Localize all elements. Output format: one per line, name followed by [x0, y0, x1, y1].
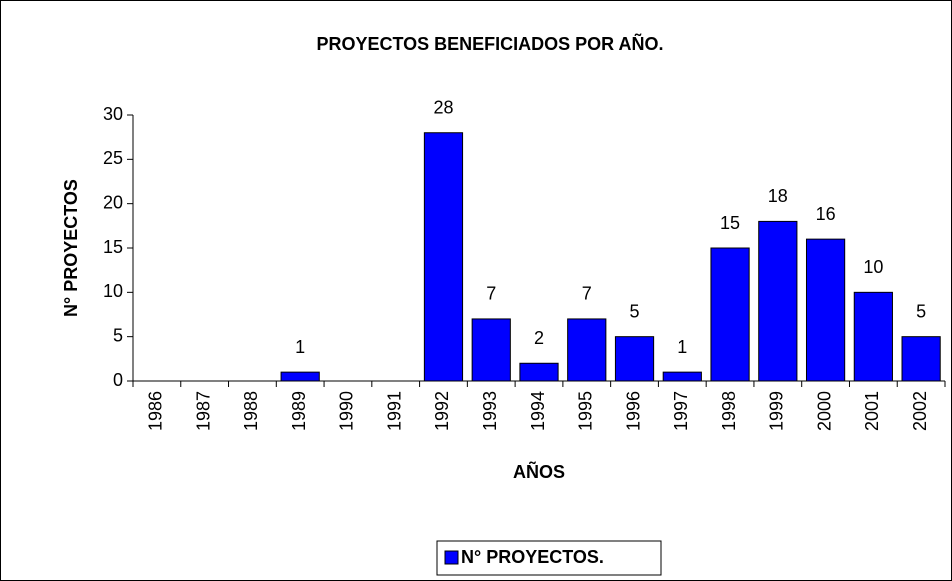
- bar: [758, 220, 798, 382]
- bar: [280, 371, 320, 382]
- legend-box: [436, 540, 662, 576]
- y-axis-label: N° PROYECTOS: [61, 179, 81, 317]
- x-tick-label: 1989: [289, 391, 309, 431]
- x-tick-label: 1998: [719, 391, 739, 431]
- bar: [853, 291, 893, 382]
- x-tick-label: 1997: [671, 391, 691, 431]
- data-label: 5: [630, 301, 640, 321]
- x-tick-label: 1996: [623, 391, 643, 431]
- bar: [901, 336, 941, 382]
- x-tick-label: 2002: [910, 391, 930, 431]
- data-label: 7: [486, 284, 496, 304]
- data-label: 18: [768, 186, 788, 206]
- legend-label: N° PROYECTOS.: [461, 547, 604, 567]
- bar: [710, 247, 750, 382]
- y-tick-label: 15: [103, 237, 123, 257]
- data-label: 7: [582, 284, 592, 304]
- data-label: 28: [433, 97, 453, 117]
- y-tick-label: 30: [103, 104, 123, 124]
- x-axis-label: AÑOS: [513, 461, 565, 482]
- x-tick-label: 1992: [432, 391, 452, 431]
- x-tick-label: 2001: [862, 391, 882, 431]
- data-label: 1: [295, 337, 305, 357]
- x-tick-label: 1991: [384, 391, 404, 431]
- x-tick-label: 1994: [528, 391, 548, 431]
- data-label: 5: [916, 301, 926, 321]
- bar: [471, 318, 511, 382]
- bar: [614, 336, 655, 382]
- x-tick-label: 1987: [193, 391, 213, 431]
- bar: [805, 238, 846, 382]
- x-tick-label: 1990: [337, 391, 357, 431]
- x-tick-label: 2000: [814, 391, 834, 431]
- bar: [662, 371, 702, 382]
- bar: [519, 362, 559, 382]
- y-tick-label: 0: [113, 370, 123, 390]
- data-label: 2: [534, 328, 544, 348]
- y-tick-label: 20: [103, 192, 123, 212]
- y-tick-label: 25: [103, 148, 123, 168]
- bar: [423, 132, 464, 382]
- x-tick-label: 1999: [767, 391, 787, 431]
- data-label: 16: [816, 204, 836, 224]
- x-tick-label: 1993: [480, 391, 500, 431]
- bar: [567, 318, 607, 382]
- data-label: 15: [720, 213, 740, 233]
- y-tick-label: 5: [113, 325, 123, 345]
- data-label: 1: [677, 337, 687, 357]
- x-tick-label: 1995: [576, 391, 596, 431]
- x-tick-label: 1988: [241, 391, 261, 431]
- legend-swatch: [444, 550, 459, 565]
- y-tick-label: 10: [103, 281, 123, 301]
- data-label: 10: [863, 257, 883, 277]
- x-tick-label: 1986: [146, 391, 166, 431]
- chart-title: PROYECTOS BENEFICIADOS POR AÑO.: [316, 33, 663, 54]
